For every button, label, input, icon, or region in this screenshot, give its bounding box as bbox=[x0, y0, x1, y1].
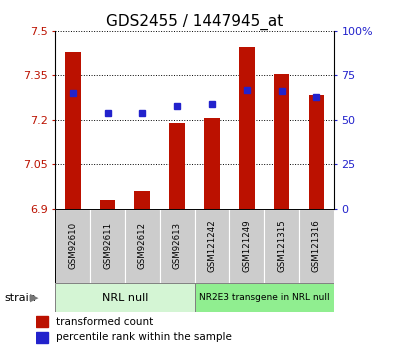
Bar bbox=[55, 283, 194, 312]
Bar bbox=[90, 209, 125, 283]
Text: ▶: ▶ bbox=[30, 293, 39, 303]
Text: GSM92610: GSM92610 bbox=[68, 222, 77, 269]
Text: GSM121316: GSM121316 bbox=[312, 219, 321, 272]
Text: GSM121315: GSM121315 bbox=[277, 219, 286, 272]
Text: NRL null: NRL null bbox=[102, 293, 148, 303]
Bar bbox=[264, 209, 299, 283]
Bar bbox=[239, 47, 255, 209]
Text: percentile rank within the sample: percentile rank within the sample bbox=[56, 332, 232, 342]
Text: GSM92613: GSM92613 bbox=[173, 222, 182, 269]
Bar bbox=[65, 52, 81, 209]
Text: transformed count: transformed count bbox=[56, 317, 154, 327]
Text: strain: strain bbox=[4, 293, 36, 303]
Bar bbox=[194, 283, 334, 312]
Bar bbox=[194, 209, 229, 283]
Bar bbox=[125, 209, 160, 283]
Bar bbox=[204, 118, 220, 209]
Bar bbox=[36, 332, 48, 343]
Title: GDS2455 / 1447945_at: GDS2455 / 1447945_at bbox=[106, 13, 283, 30]
Bar bbox=[160, 209, 194, 283]
Bar bbox=[55, 209, 90, 283]
Bar bbox=[36, 316, 48, 327]
Bar bbox=[100, 200, 115, 209]
Bar bbox=[134, 191, 150, 209]
Text: NR2E3 transgene in NRL null: NR2E3 transgene in NRL null bbox=[199, 293, 329, 302]
Bar bbox=[229, 209, 264, 283]
Bar bbox=[308, 95, 324, 209]
Bar bbox=[169, 123, 185, 209]
Text: GSM121242: GSM121242 bbox=[207, 219, 216, 272]
Bar bbox=[274, 74, 290, 209]
Bar bbox=[299, 209, 334, 283]
Text: GSM92611: GSM92611 bbox=[103, 222, 112, 269]
Text: GSM121249: GSM121249 bbox=[242, 219, 251, 272]
Text: GSM92612: GSM92612 bbox=[138, 222, 147, 269]
